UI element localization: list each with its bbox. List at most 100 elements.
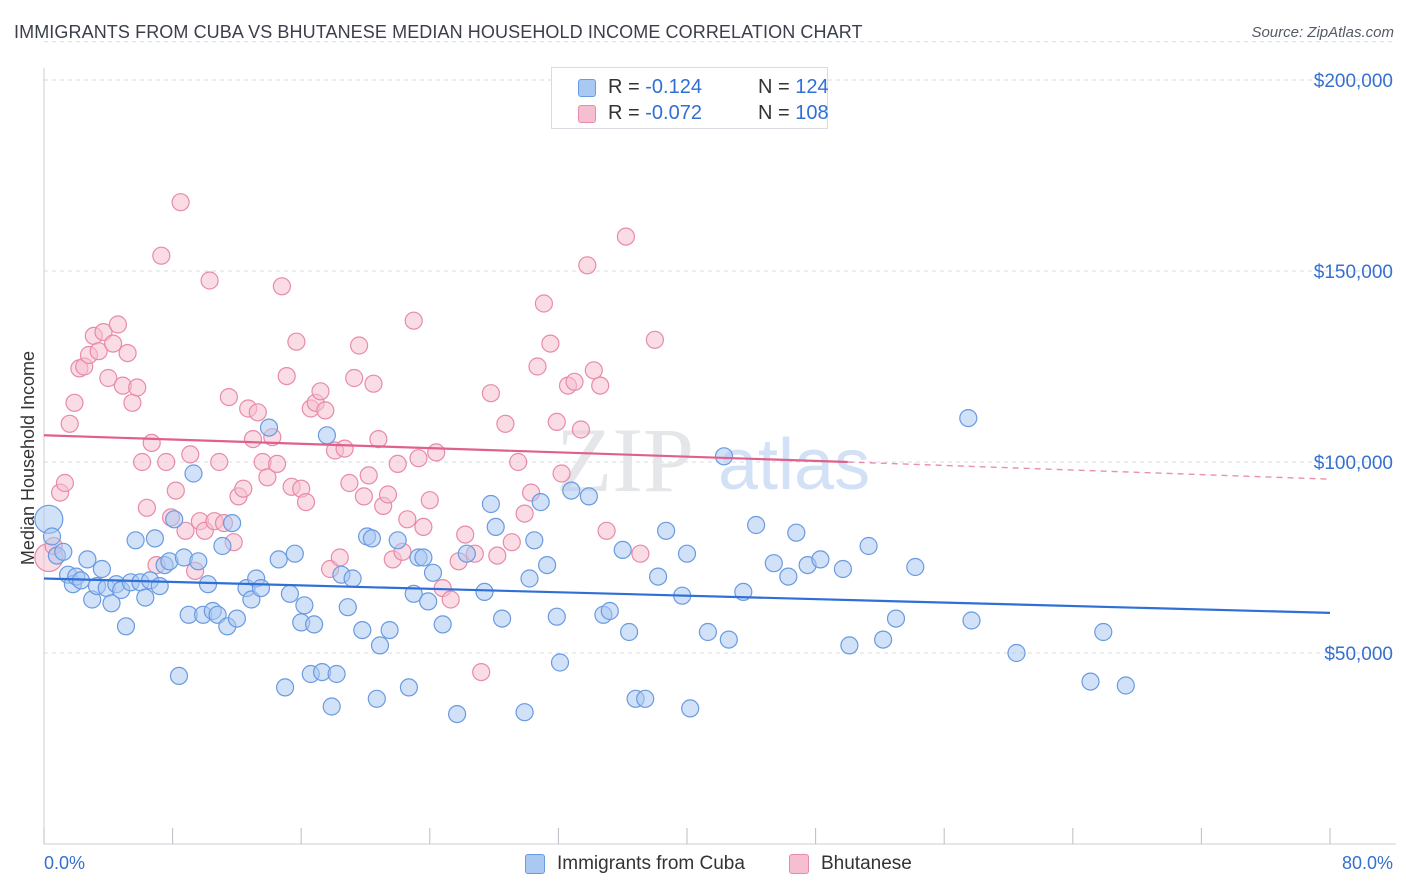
bhutanese-point-37: [219, 388, 238, 407]
cuba-point-82: [525, 531, 544, 550]
bhutanese-point-24: [157, 452, 176, 472]
legend-n-cuba: N = 124: [758, 76, 829, 98]
bhutanese-point-40: [234, 479, 253, 498]
cuba-point-115: [906, 557, 925, 577]
bhutanese-point-91: [515, 504, 534, 523]
cuba-point-84: [537, 555, 557, 575]
cuba-point-39: [227, 609, 246, 628]
cuba-point-118: [1007, 643, 1026, 663]
bhutanese-point-21: [142, 433, 161, 452]
bhutanese-point-48: [272, 277, 291, 296]
bhutanese-point-99: [565, 372, 584, 391]
cuba-point-63: [367, 689, 386, 708]
bhutanese-point-5: [65, 393, 84, 412]
bhutanese-point-87: [488, 546, 507, 565]
cuba-point-47: [280, 584, 299, 603]
bhutanese-point-19: [133, 452, 152, 472]
cuba-point-76: [475, 582, 494, 602]
legend-label-bhutanese: Bhutanese: [821, 853, 912, 874]
bhutanese-point-85: [472, 662, 491, 682]
cuba-point-8: [78, 550, 97, 569]
bhutanese-point-95: [541, 334, 560, 353]
cuba-point-96: [656, 521, 676, 540]
cuba-point-31: [189, 552, 208, 571]
cuba-point-71: [419, 592, 438, 611]
bhutanese-point-103: [591, 376, 610, 395]
bhutanese-point-57: [316, 401, 335, 420]
bhutanese-point-83: [456, 525, 475, 544]
cuba-point-43: [251, 578, 271, 598]
y-tick-labels: $50,000 $100,000 $150,000 $200,000: [1314, 71, 1393, 665]
cuba-point-70: [414, 548, 433, 567]
cuba-point-117: [962, 611, 981, 630]
cuba-point-20: [136, 588, 155, 607]
bhutanese-point-27: [171, 193, 190, 212]
cuba-point-112: [859, 536, 878, 556]
trend-lines: [43, 434, 1331, 614]
bhutanese-point-33: [200, 271, 219, 290]
cuba-point-100: [698, 622, 718, 642]
cuba-point-78: [486, 517, 505, 537]
bhutanese-point-79: [427, 443, 446, 462]
bhutanese-point-14: [108, 315, 128, 334]
legend-r-bhutanese: R = -0.072: [608, 102, 702, 124]
cuba-point-92: [619, 622, 639, 642]
cuba-point-56: [327, 664, 346, 684]
legend-swatch-cuba: [578, 79, 596, 97]
bhutanese-point-49: [277, 367, 296, 386]
bhutanese-point-62: [340, 473, 359, 493]
cuba-point-88: [579, 487, 599, 506]
series-cuba-points: [34, 409, 1135, 724]
bhutanese-point-93: [528, 357, 547, 376]
bhutanese-point-90: [509, 452, 528, 472]
cuba-point-58: [338, 598, 357, 617]
bhutanese-point-61: [335, 439, 354, 458]
bhutanese-point-72: [388, 454, 407, 473]
cuba-point-48: [285, 544, 304, 563]
cuba-point-67: [399, 678, 418, 697]
cuba-point-75: [457, 544, 476, 563]
cuba-point-99: [681, 699, 700, 718]
y-tick-label-2: $150,000: [1314, 262, 1393, 283]
cuba-point-16: [116, 617, 136, 636]
axes: [43, 68, 1396, 845]
cuba-point-111: [840, 636, 859, 655]
correlation-legend: R = -0.124 N = 124 R = -0.072 N = 108: [551, 67, 829, 129]
bhutanese-point-67: [364, 374, 383, 393]
bhutanese-point-106: [645, 330, 665, 349]
bhutanese-point-70: [378, 485, 398, 504]
bhutanese-point-107: [631, 544, 650, 563]
cuba-point-105: [764, 554, 783, 573]
cuba-point-102: [719, 630, 738, 649]
cuba-point-30: [184, 464, 203, 483]
bhutanese-point-88: [496, 414, 515, 433]
cuba-point-104: [746, 515, 766, 535]
cuba-point-74: [448, 704, 467, 724]
bhutanese-point-56: [311, 382, 330, 401]
trend-line-cuba: [43, 577, 1331, 614]
cuba-point-44: [259, 418, 279, 437]
cuba-point-73: [433, 615, 452, 634]
bhutanese-point-66: [359, 466, 378, 485]
cuba-point-59: [343, 569, 362, 588]
cuba-point-36: [213, 536, 232, 556]
cuba-point-91: [613, 540, 632, 560]
bhutanese-point-76: [409, 449, 428, 468]
watermark: ZIP atlas: [556, 409, 870, 511]
cuba-point-116: [959, 409, 978, 428]
y-tick-label-1: $100,000: [1314, 453, 1393, 474]
bhutanese-point-77: [414, 517, 433, 537]
cuba-point-119: [1081, 672, 1100, 691]
cuba-point-106: [779, 567, 798, 586]
bhutanese-point-64: [350, 336, 369, 355]
cuba-point-38: [223, 513, 242, 533]
cuba-point-90: [600, 601, 619, 621]
bhutanese-point-65: [354, 487, 373, 506]
cuba-point-66: [388, 531, 407, 550]
cuba-point-72: [423, 563, 443, 582]
x-tick-label-0: 0.0%: [44, 853, 85, 873]
bhutanese-point-100: [571, 420, 591, 439]
bhutanese-point-94: [534, 294, 554, 313]
cuba-point-113: [873, 630, 893, 649]
bhutanese-point-60: [330, 548, 349, 567]
